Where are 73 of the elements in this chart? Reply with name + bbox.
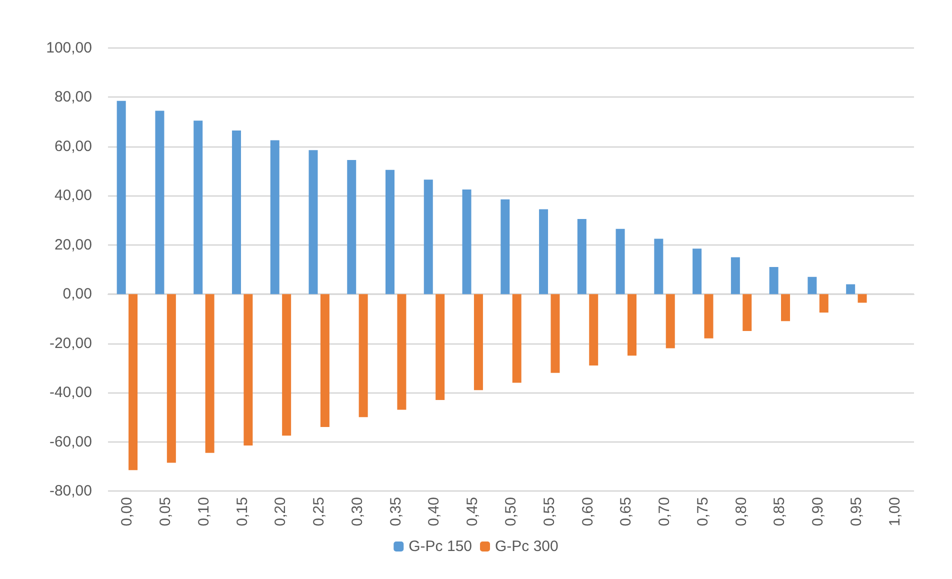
bar bbox=[704, 294, 714, 338]
y-tick-label: -60,00 bbox=[49, 433, 92, 450]
x-tick-label: 0,00 bbox=[118, 497, 136, 526]
bar bbox=[742, 294, 752, 332]
y-tick-label: -80,00 bbox=[49, 482, 92, 500]
y-tick-label: -20,00 bbox=[49, 334, 92, 352]
x-tick-label: 0,20 bbox=[272, 497, 290, 526]
bar bbox=[627, 294, 636, 356]
y-tick-label: 80,00 bbox=[54, 88, 92, 106]
bar bbox=[769, 267, 778, 294]
bar bbox=[194, 120, 203, 294]
y-tick-label: 40,00 bbox=[54, 187, 92, 204]
x-tick-label: 0,05 bbox=[157, 497, 174, 526]
x-tick-label: 0,95 bbox=[848, 497, 865, 526]
bar bbox=[474, 294, 483, 390]
x-tick-label: 0,90 bbox=[810, 497, 827, 526]
bar bbox=[232, 130, 241, 294]
y-tick-label: 60,00 bbox=[54, 138, 92, 155]
x-tick-label: 0,40 bbox=[426, 497, 443, 526]
x-tick-label: 0,65 bbox=[618, 497, 635, 526]
bar bbox=[282, 294, 292, 436]
bar bbox=[858, 294, 867, 303]
bar bbox=[116, 100, 126, 294]
y-tick-label: 100,00 bbox=[46, 40, 92, 56]
bar bbox=[386, 170, 395, 294]
x-tick-label: 0,25 bbox=[310, 497, 328, 526]
x-tick-label: 0,50 bbox=[502, 497, 520, 526]
bar bbox=[166, 294, 176, 463]
bar bbox=[846, 284, 856, 294]
x-tick-label: 0,15 bbox=[234, 497, 251, 526]
bar bbox=[308, 150, 318, 294]
bar bbox=[589, 294, 598, 366]
bar bbox=[616, 228, 625, 294]
y-tick-label: -40,00 bbox=[49, 384, 92, 402]
x-tick-label: 1,00 bbox=[886, 497, 904, 526]
bar bbox=[270, 140, 280, 294]
x-tick-label: 0,35 bbox=[387, 497, 404, 526]
bar bbox=[539, 209, 548, 294]
x-tick-label: 0,30 bbox=[348, 497, 366, 526]
x-tick-label: 0,80 bbox=[732, 497, 750, 526]
x-tick-label: 0,70 bbox=[656, 497, 674, 526]
bar bbox=[692, 248, 702, 294]
bar bbox=[436, 294, 445, 400]
x-tick-label: 0,45 bbox=[464, 497, 482, 526]
bar bbox=[512, 294, 522, 383]
bar bbox=[320, 294, 330, 428]
bar bbox=[462, 190, 472, 294]
bar bbox=[654, 238, 664, 294]
bar bbox=[819, 294, 828, 313]
bar bbox=[205, 294, 214, 453]
bar bbox=[244, 294, 253, 446]
y-tick-label: 0,00 bbox=[62, 286, 92, 303]
bar bbox=[550, 294, 560, 373]
bar bbox=[155, 110, 164, 294]
legend-label: G-Pc 150 bbox=[408, 538, 472, 555]
x-tick-label: 0,10 bbox=[195, 497, 212, 526]
bar bbox=[397, 294, 406, 410]
bar bbox=[577, 219, 586, 294]
bar bbox=[424, 180, 433, 294]
bar bbox=[730, 257, 740, 294]
x-tick-label: 0,60 bbox=[579, 497, 596, 526]
bar bbox=[500, 199, 510, 294]
legend-label: G-Pc 300 bbox=[495, 538, 558, 555]
bar bbox=[128, 294, 138, 470]
bar bbox=[781, 294, 790, 322]
bar bbox=[358, 294, 368, 418]
x-tick-label: 0,75 bbox=[694, 497, 712, 526]
bar bbox=[666, 294, 675, 348]
y-tick-label: 20,00 bbox=[54, 236, 92, 254]
x-tick-label: 0,85 bbox=[771, 497, 788, 526]
bar bbox=[808, 276, 817, 294]
bar bbox=[347, 160, 356, 294]
x-tick-label: 0,55 bbox=[540, 497, 558, 526]
